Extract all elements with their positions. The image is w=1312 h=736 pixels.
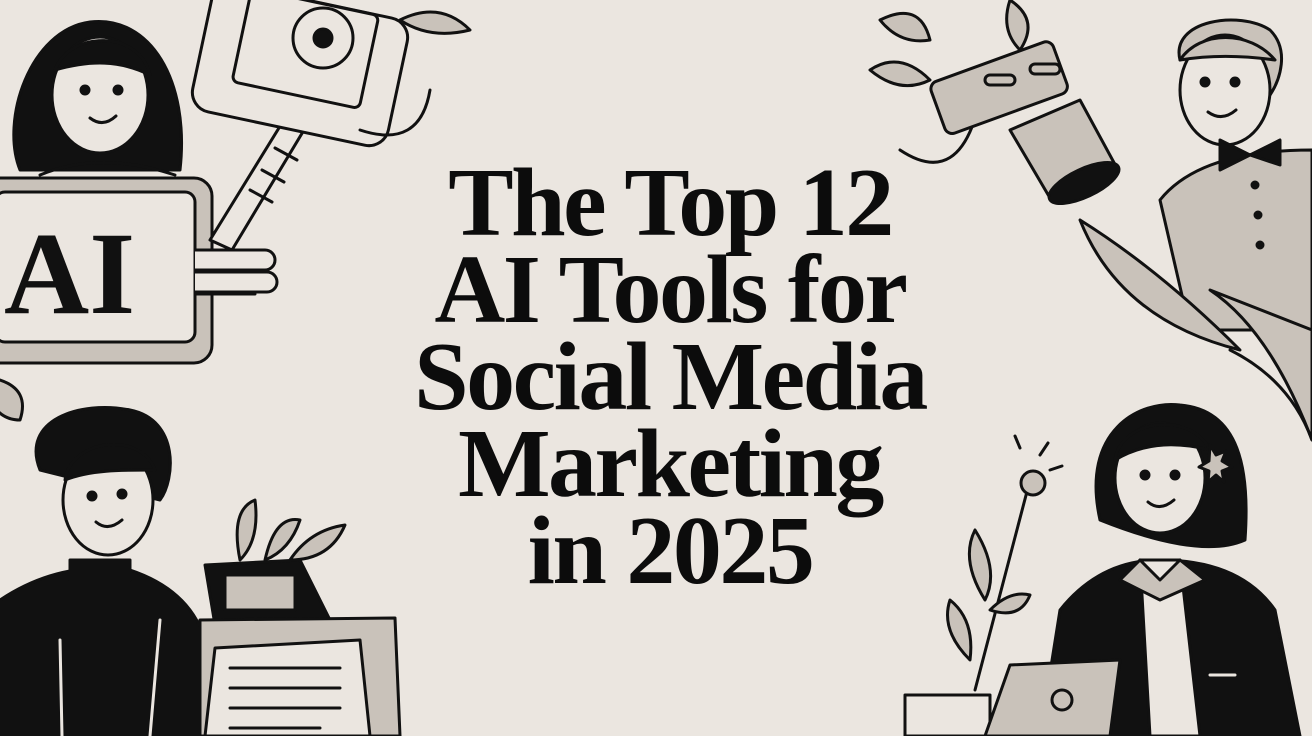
title-line-2: AI Tools for — [434, 236, 908, 344]
man-bottom-left-figure — [0, 378, 347, 736]
camera-on-stick — [190, 0, 472, 252]
woman-top-left-figure — [12, 20, 183, 177]
microphone-device-top-right — [868, 0, 1121, 205]
ai-sign-board — [0, 176, 279, 365]
title-line-5: in 2025 — [527, 497, 815, 605]
title-line-4: Marketing — [458, 410, 884, 518]
woman-bottom-right-figure — [903, 402, 1302, 736]
man-top-right-figure — [1078, 18, 1312, 442]
document-device — [198, 558, 402, 736]
title-line-3: Social Media — [414, 323, 928, 431]
title-line-1: The Top 12 — [448, 149, 894, 257]
page-title: The Top 12 AI Tools for Social Media Mar… — [330, 149, 1010, 605]
ai-sign-text: AI — [4, 208, 135, 339]
